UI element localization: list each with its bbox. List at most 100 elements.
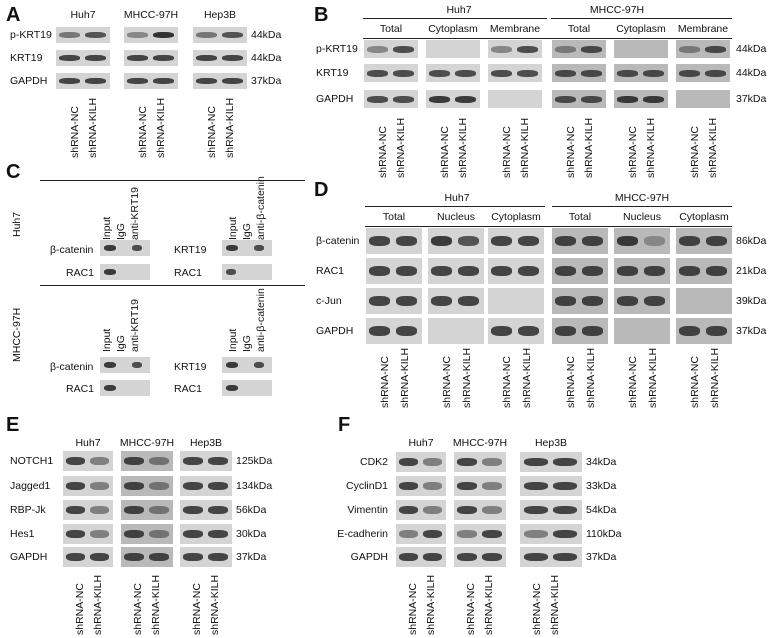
blot-band [367,46,388,53]
blot-band [90,482,109,490]
lane-label: shRNA-KILH [549,574,561,635]
lane-label: shRNA-NC [689,126,701,178]
blot-band [132,245,142,251]
blot-band [149,457,169,465]
blot-band [482,506,502,514]
blot-strip [364,40,418,58]
blot-band [457,482,477,490]
blot-strip [426,90,480,108]
blot-band [644,296,665,306]
blot-strip [454,547,506,567]
blot-band [457,553,477,561]
blot-strip [124,27,178,43]
blot-strip [488,40,542,58]
fraction-label: Cytoplasm [679,211,729,223]
fraction-label: Total [568,211,592,223]
blot-strip [488,288,544,314]
blot-band [367,96,388,103]
blot-band [679,236,700,246]
blot-band [617,236,638,246]
group-label: Huh7 [408,437,434,449]
blot-band [524,553,548,561]
blot-band [423,458,442,466]
blot-band [396,326,417,336]
blot-band [581,70,602,77]
protein-label: RAC1 [174,383,203,395]
blot-strip [63,500,113,520]
blot-strip [426,40,480,58]
blot-band [393,96,414,103]
lane-label: shRNA-KILH [155,97,167,158]
lane-label: shRNA-KILH [645,117,657,178]
blot-strip [426,64,480,82]
blot-band [423,482,442,490]
blot-band [524,506,548,514]
blot-band [399,482,418,490]
blot-strip [614,64,668,82]
blot-band [553,458,577,466]
blot-strip [454,452,506,472]
blot-strip [366,258,422,284]
group-label: MHCC-97H [123,9,179,21]
blot-band [431,296,452,306]
protein-label: Jagged1 [10,480,51,492]
blot-strip [552,288,608,314]
blot-strip [454,476,506,496]
lane-label: anti-KRT19 [129,299,141,352]
blot-strip [614,318,670,344]
panel-letter: A [6,4,21,26]
blot-strip [366,288,422,314]
blot-band [399,506,418,514]
protein-label: RAC1 [174,267,203,279]
fraction-label: Nucleus [623,211,661,223]
blot-strip [222,240,272,256]
blot-band [423,553,442,561]
blot-strip [676,40,730,58]
blot-band [222,55,243,61]
blot-band [617,266,638,276]
blot-band [149,553,169,561]
blot-band [518,266,539,276]
panel-letter: F [338,414,351,436]
blot-band [124,530,144,538]
blot-strip [488,258,544,284]
blot-strip [676,228,732,254]
kda-label: 110kDa [586,528,622,540]
blot-band [399,458,418,466]
fraction-label: Nucleus [437,211,475,223]
lane-label: shRNA-KILH [521,347,533,408]
kda-label: 37kDa [586,551,617,563]
blot-strip [488,90,542,108]
lane-label: Input [227,216,239,240]
blot-band [482,482,502,490]
blot-strip [63,451,113,471]
blot-band [59,55,80,61]
lane-label: shRNA-NC [206,106,218,158]
blot-band [196,32,217,38]
blot-strip [488,318,544,344]
protein-label: RAC1 [66,383,95,395]
group-label: Hep3B [189,437,223,449]
divider-line [365,206,545,207]
blot-band [183,553,203,561]
blot-strip [121,451,173,471]
kda-label: 134kDa [236,480,273,492]
fraction-label: Cytoplasm [428,23,478,35]
lane-label: shRNA-KILH [92,574,104,635]
blot-band [132,362,142,368]
blot-band [517,46,538,53]
blot-band [582,296,603,306]
blot-strip [193,27,247,43]
blot-strip [396,547,446,567]
lane-label: shRNA-KILH [87,97,99,158]
blot-band [458,236,479,246]
blot-strip [180,547,232,567]
lane-label: Input [101,216,113,240]
blot-strip [552,228,608,254]
blot-band [104,385,116,391]
blot-band [66,553,85,561]
blot-band [183,482,203,490]
blot-band [104,245,116,251]
blot-band [617,70,638,77]
blot-band [455,96,476,103]
